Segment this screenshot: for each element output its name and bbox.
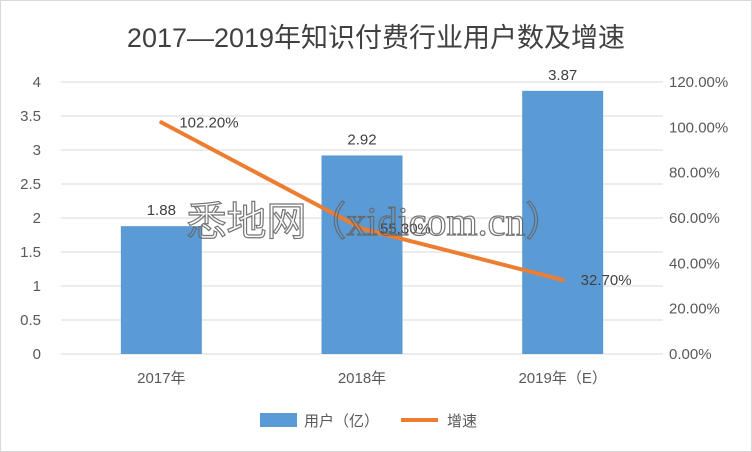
growth-point xyxy=(360,226,364,231)
right-tick-label: 60.00% xyxy=(669,210,720,227)
left-tick-label: 0 xyxy=(33,346,41,363)
line-series xyxy=(159,120,565,282)
right-tick-label: 120.00% xyxy=(669,74,728,91)
growth-value-label: 55.30% xyxy=(380,221,431,238)
right-tick-label: 80.00% xyxy=(669,165,720,182)
bar-value-label: 2.92 xyxy=(347,131,376,148)
legend-swatch-bar xyxy=(260,413,297,427)
legend-label-bar: 用户（亿） xyxy=(304,413,379,430)
left-tick-label: 3 xyxy=(33,142,41,159)
bar-value-label: 3.87 xyxy=(548,67,577,84)
left-tick-label: 1 xyxy=(33,278,41,295)
legend: 用户（亿） 增速 xyxy=(260,413,477,430)
category-label: 2019年（E） xyxy=(518,370,606,387)
left-tick-label: 3.5 xyxy=(20,108,41,125)
right-axis-ticks: 0.00% 20.00% 40.00% 60.00% 80.00% 100.00% 120.… xyxy=(669,74,728,363)
right-tick-label: 40.00% xyxy=(669,255,720,272)
left-tick-label: 2.5 xyxy=(20,176,41,193)
watermark-text: 悉地网（xidicom.cn） xyxy=(187,199,566,244)
left-tick-label: 1.5 xyxy=(20,244,41,261)
right-tick-label: 20.00% xyxy=(669,301,720,318)
left-axis-ticks: 0 0.5 1 1.5 2 2.5 3 3.5 4 xyxy=(20,74,41,363)
right-tick-label: 0.00% xyxy=(669,346,712,363)
legend-label-line: 增速 xyxy=(447,413,477,430)
left-tick-label: 0.5 xyxy=(20,312,41,329)
category-label: 2018年 xyxy=(338,370,386,387)
growth-point xyxy=(560,277,565,282)
right-tick-label: 100.00% xyxy=(669,119,728,136)
bar-2017年 xyxy=(120,226,202,354)
data-labels: 1.88 2.92 3.87 102.20% 55.30% 32.70% xyxy=(147,67,632,289)
growth-point xyxy=(159,120,164,125)
bar-value-label: 1.88 xyxy=(147,202,176,219)
left-tick-label: 2 xyxy=(33,210,41,227)
chart-title: 2017—2019年知识付费行业用户数及增速 xyxy=(127,23,625,53)
growth-value-label: 32.70% xyxy=(581,272,632,289)
category-label: 2017年 xyxy=(137,370,185,387)
left-tick-label: 4 xyxy=(33,74,41,91)
bar-2018年 xyxy=(321,155,403,354)
growth-value-label: 102.20% xyxy=(179,114,238,131)
category-axis-labels: 2017年 2018年 2019年（E） xyxy=(137,370,607,387)
bar-2019年（E） xyxy=(522,90,604,354)
bar-series xyxy=(120,90,604,354)
